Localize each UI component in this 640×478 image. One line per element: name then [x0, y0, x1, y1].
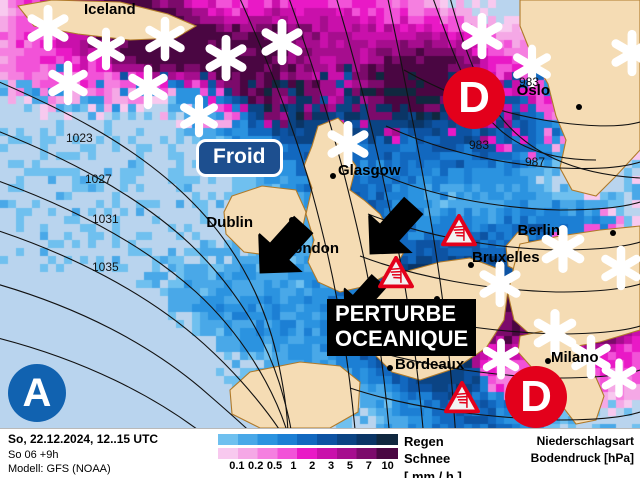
snowflake-icon	[43, 58, 93, 113]
legend-scale-value: 7	[365, 460, 372, 472]
snowflake-icon	[22, 2, 74, 59]
legend-scale-value: 3	[328, 460, 335, 472]
low-pressure-marker: D	[443, 67, 505, 129]
city-dot	[387, 365, 393, 371]
isobar-label: 1027	[85, 172, 112, 186]
snowflake-icon	[123, 62, 173, 117]
legend-scale-values: 0.1 0.2 0.5 1 2 3 5 7 10	[218, 460, 398, 474]
footer-info: So, 22.12.2024, 12..15 UTC So 06 +9h Mod…	[8, 432, 158, 477]
city-dot	[468, 262, 474, 268]
model-run: So 06 +9h	[8, 448, 59, 461]
legend-scale-value: 2	[309, 460, 316, 472]
legend-scale-value: 0.1	[229, 460, 245, 472]
city-dot	[545, 358, 551, 364]
legend-scale-value: 0.5	[266, 460, 283, 472]
legend-labels: Regen Schnee [ mm / h ]	[404, 433, 462, 478]
city-label: Milano	[551, 349, 599, 366]
annotation-line-1: PERTURBE	[335, 301, 457, 326]
city-dot	[289, 217, 295, 223]
city-label: Iceland	[84, 1, 136, 18]
snowflake-icon	[256, 16, 308, 73]
isobar-label: 987	[525, 155, 546, 169]
low-pressure-marker: D	[505, 366, 567, 428]
legend-scale-value: 1	[290, 460, 297, 472]
snowflake-icon	[474, 258, 526, 315]
legend-right-labels: Niederschlagsart Bodendruck [hPa]	[531, 433, 634, 468]
weather-map[interactable]: 1023 1027 1031 1035 983 983 987 Iceland Oslo Gla…	[0, 0, 640, 428]
annotation-line-2: OCEANIQUE	[335, 325, 469, 351]
model-name: Modell: GFS (NOAA)	[8, 463, 111, 476]
forecast-datetime: So, 22.12.2024, 12..15 UTC	[8, 432, 159, 446]
snowflake-icon	[508, 42, 556, 95]
snowflake-icon	[566, 332, 616, 387]
snowflake-icon	[200, 32, 252, 89]
snowflake-icon	[606, 27, 640, 84]
city-dot	[576, 104, 582, 110]
wind-warning-france[interactable]	[444, 380, 480, 419]
legend-scale-value: 5	[346, 460, 353, 472]
footer-bar: So, 22.12.2024, 12..15 UTC So 06 +9h Mod…	[0, 428, 640, 478]
high-pressure-marker: A	[8, 364, 66, 422]
precipitation-legend: 0.1 0.2 0.5 1 2 3 5 7 10	[218, 434, 398, 474]
annotation-froid: Froid	[196, 139, 283, 178]
snowflake-icon	[597, 356, 640, 405]
city-dot	[610, 230, 616, 236]
wind-warning-belgium[interactable]	[441, 213, 477, 252]
isobar-label: 983	[519, 75, 540, 89]
city-dot	[330, 173, 336, 179]
snowflake-icon	[175, 92, 223, 145]
snowflake-icon	[82, 25, 130, 78]
surface-pressure-label: Bodendruck [hPa]	[530, 451, 634, 466]
city-label: Oslo	[516, 82, 550, 99]
city-label: Berlin	[517, 222, 560, 239]
rain-color-bar	[218, 434, 398, 445]
isobar-label: 1023	[66, 131, 93, 145]
isobar-label: 1031	[92, 212, 119, 226]
snowflake-icon	[596, 243, 640, 298]
flow-arrow-england	[345, 186, 441, 283]
legend-rain-label: Regen	[404, 434, 444, 449]
legend-scale-value: 0.2	[248, 460, 264, 472]
annotation-perturbe-oceanique: PERTURBE OCEANIQUE	[327, 299, 477, 357]
city-label: Glasgow	[338, 162, 401, 179]
snowflake-icon	[456, 10, 508, 67]
city-label: Bruxelles	[472, 249, 540, 266]
wind-warning-england[interactable]	[378, 255, 414, 294]
snowflake-icon	[478, 336, 524, 387]
flow-arrow-ireland	[235, 205, 331, 302]
precip-type-label: Niederschlagsart	[536, 434, 634, 448]
city-dot	[392, 247, 398, 253]
legend-snow-label: Schnee	[404, 451, 451, 467]
city-label: Dublin	[206, 214, 253, 231]
legend-scale-value: 10	[381, 460, 394, 472]
isobar-label: 1035	[92, 260, 119, 274]
legend-unit-label: [ mm / h ]	[404, 468, 462, 478]
snowflake-icon	[322, 118, 374, 175]
snowflake-icon	[528, 306, 582, 365]
snowflake-icon	[140, 14, 190, 69]
city-label: Bordeaux	[395, 356, 465, 373]
isobar-label: 983	[469, 138, 490, 152]
city-label: London	[284, 240, 339, 257]
snowflake-icon	[536, 222, 590, 281]
snow-color-bar	[218, 448, 398, 459]
